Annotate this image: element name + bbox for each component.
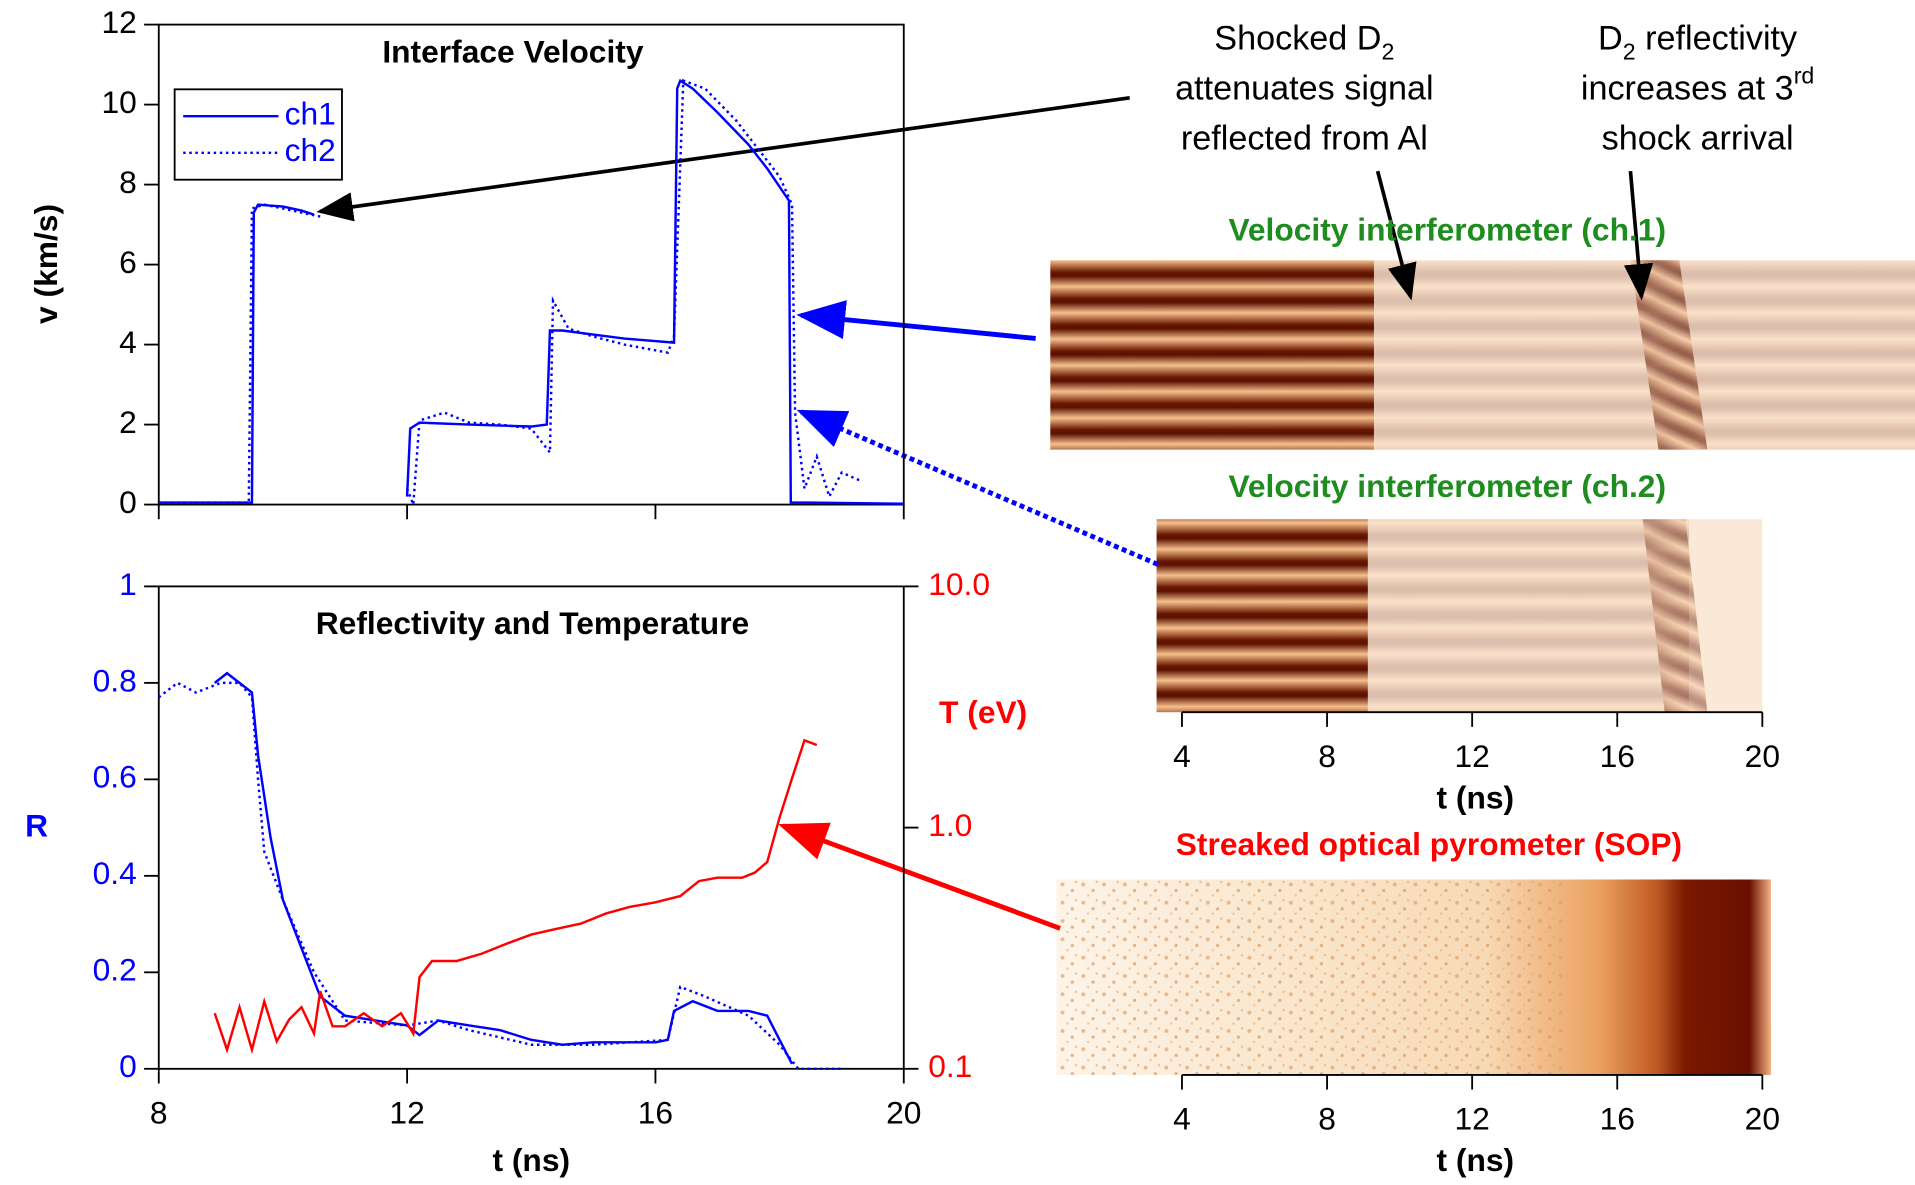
x-tick-label: 20 [886, 1095, 921, 1131]
y2-tick-label: 0.1 [928, 1048, 972, 1084]
x-tick-label: 16 [1600, 1101, 1635, 1137]
y2-tick-label: 1.0 [928, 807, 972, 843]
legend-label: ch2 [285, 132, 336, 168]
arrow [1375, 170, 1417, 301]
annotation-text: Shocked D [1214, 20, 1381, 58]
y-tick-label: 0 [119, 1048, 137, 1084]
y-tick-label: 10 [101, 84, 136, 120]
annotation-text: D [1598, 20, 1623, 58]
y-axis-label: R [25, 808, 48, 844]
arrow [1623, 170, 1654, 301]
y-tick-label: 0.4 [93, 855, 137, 891]
x-tick-label: 12 [1454, 1101, 1489, 1137]
x-tick-label: 4 [1173, 738, 1191, 774]
chart-title: Reflectivity and Temperature [316, 605, 749, 641]
x-axis-label: t (ns) [1437, 1142, 1515, 1178]
y-tick-label: 8 [119, 164, 137, 200]
data-line [158, 78, 861, 506]
streak-image-ch2 [1156, 519, 1763, 713]
x-tick-label: 12 [389, 1095, 424, 1131]
data-line [213, 671, 794, 1065]
annotation-text: increases at 3rd [1581, 63, 1814, 108]
x-tick-label: 8 [150, 1095, 168, 1131]
arrow [796, 300, 1036, 341]
x-tick-label: 8 [1318, 738, 1336, 774]
y-axis-label: v (km/s) [28, 204, 64, 324]
data-line [158, 78, 904, 505]
x-tick-label: 20 [1745, 1101, 1780, 1137]
y-tick-label: 0.8 [93, 662, 137, 698]
legend-box [173, 88, 343, 181]
x-tick-label: 16 [638, 1095, 673, 1131]
annotation-subscript: 2 [1623, 39, 1636, 65]
y2-axis-label: T (eV) [939, 694, 1027, 730]
legend-label: ch1 [285, 96, 336, 132]
annotation-superscript: rd [1794, 63, 1815, 89]
y2-tick-label: 10.0 [928, 566, 990, 602]
annotation-text: D2 reflectivity [1598, 20, 1798, 65]
x-axis-label: t (ns) [492, 1142, 570, 1178]
annotation-text: shock arrival [1602, 120, 1794, 158]
annotation-text: reflectivity [1636, 20, 1798, 58]
streak-image-ch1 [1050, 260, 1915, 450]
y-tick-label: 6 [119, 244, 137, 280]
arrow [316, 96, 1130, 222]
annotation-text: attenuates signal [1175, 70, 1434, 108]
data-line [213, 738, 818, 1055]
x-tick-label: 16 [1600, 738, 1635, 774]
annotation-subscript: 2 [1382, 39, 1395, 65]
y-tick-label: 0.6 [93, 759, 137, 795]
x-tick-label: 12 [1454, 738, 1489, 774]
chart-title: Interface Velocity [382, 33, 644, 69]
annotation-text: reflected from Al [1181, 120, 1428, 158]
y-tick-label: 4 [119, 324, 137, 360]
y-tick-label: 1 [119, 566, 137, 602]
x-tick-label: 20 [1745, 738, 1780, 774]
annotation-text: Shocked D2 [1214, 20, 1394, 65]
x-tick-label: 8 [1318, 1101, 1336, 1137]
sop-image [1056, 879, 1771, 1075]
x-tick-label: 4 [1173, 1101, 1191, 1137]
image-title: Velocity interferometer (ch.1) [1228, 212, 1666, 248]
annotation-text: increases at 3 [1581, 70, 1794, 108]
image-title: Velocity interferometer (ch.2) [1228, 468, 1666, 504]
arrow [778, 822, 1061, 931]
x-axis-label: t (ns) [1437, 780, 1515, 816]
arrow [796, 409, 1159, 567]
y-tick-label: 12 [101, 4, 136, 40]
y-tick-label: 0.2 [93, 952, 137, 988]
y-tick-label: 0 [119, 484, 137, 520]
image-title: Streaked optical pyrometer (SOP) [1176, 826, 1682, 862]
y-tick-label: 2 [119, 404, 137, 440]
